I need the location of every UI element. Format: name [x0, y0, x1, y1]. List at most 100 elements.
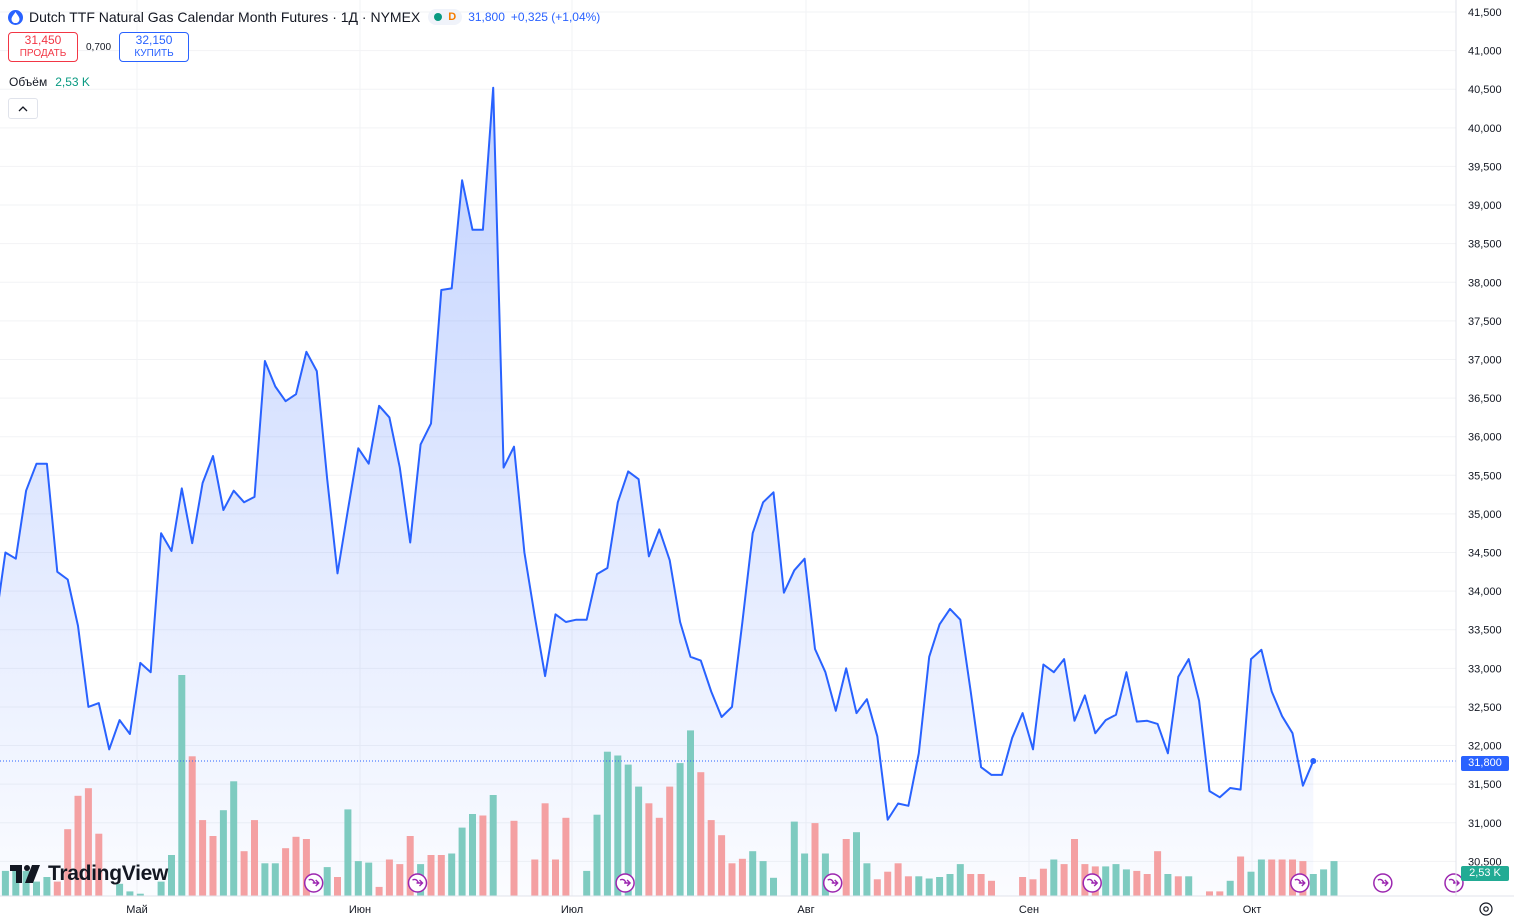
volume-bar — [697, 772, 705, 896]
volume-bar — [1320, 869, 1328, 896]
y-tick-label: 40,000 — [1468, 123, 1502, 135]
volume-bar — [1133, 870, 1141, 896]
event-marker-icon[interactable] — [822, 873, 843, 893]
volume-bar — [209, 836, 217, 896]
buy-label: КУПИТЬ — [134, 48, 174, 59]
volume-bar — [136, 893, 144, 896]
volume-bar — [853, 832, 860, 896]
volume-bar — [1257, 859, 1265, 896]
volume-bar — [894, 863, 902, 896]
event-marker-icon[interactable] — [1373, 873, 1393, 893]
status-pills: D — [428, 9, 463, 25]
event-marker-icon[interactable] — [1082, 873, 1102, 893]
volume-bar — [33, 881, 40, 896]
volume-bar — [728, 863, 736, 896]
volume-bar — [624, 764, 632, 896]
volume-bar — [1122, 869, 1130, 896]
volume-legend[interactable]: Объём 2,53 K — [9, 75, 90, 89]
volume-bar — [821, 853, 829, 896]
collapse-legend-button[interactable] — [8, 98, 38, 119]
volume-label: Объём — [9, 75, 48, 89]
volume-bar — [406, 836, 414, 896]
sell-label: ПРОДАТЬ — [19, 48, 67, 59]
settings-icon[interactable] — [1478, 901, 1494, 917]
y-tick-label: 34,000 — [1468, 586, 1502, 598]
volume-bar — [427, 855, 435, 896]
volume-bar — [302, 839, 310, 896]
volume-bar — [635, 786, 643, 896]
volume-bar — [884, 871, 892, 896]
y-tick-label: 38,500 — [1468, 239, 1502, 251]
volume-bar — [240, 851, 248, 896]
y-tick-label: 40,500 — [1468, 84, 1502, 96]
volume-bar — [1050, 859, 1058, 896]
volume-bar — [1039, 868, 1047, 896]
volume-bar — [1060, 864, 1068, 896]
volume-value: 2,53 K — [55, 75, 90, 89]
sell-button[interactable]: 31,450 ПРОДАТЬ — [8, 32, 78, 62]
y-tick-label: 30,500 — [1468, 856, 1502, 868]
volume-bar — [541, 803, 549, 896]
symbol-title[interactable]: Dutch TTF Natural Gas Calendar Month Fut… — [29, 9, 421, 25]
volume-bar — [219, 810, 227, 896]
last-price-tag: 31,800 — [1461, 756, 1509, 771]
trade-buttons: 31,450 ПРОДАТЬ 0,700 32,150 КУПИТЬ — [8, 32, 190, 62]
volume-bar — [1309, 874, 1317, 896]
y-tick-label: 37,000 — [1468, 354, 1502, 366]
price-change: +0,325 (+1,04%) — [510, 10, 601, 24]
volume-bar — [904, 876, 912, 896]
volume-bar — [251, 820, 258, 896]
volume-bar — [74, 795, 82, 896]
volume-bar — [282, 848, 290, 896]
volume-bar — [84, 788, 92, 896]
volume-bar — [614, 755, 622, 896]
event-marker-icon[interactable] — [1290, 873, 1310, 893]
y-tick-label: 33,000 — [1468, 663, 1502, 675]
interval-badge: D — [448, 11, 457, 23]
volume-bar — [562, 817, 570, 896]
volume-bar — [583, 870, 591, 896]
volume-bar — [126, 891, 134, 896]
volume-bar — [354, 861, 362, 896]
buy-button[interactable]: 32,150 КУПИТЬ — [119, 32, 190, 62]
last-price: 31,800 — [468, 10, 505, 24]
volume-bar — [469, 814, 476, 896]
volume-bar — [1330, 861, 1338, 896]
volume-bar — [323, 867, 331, 896]
volume-bar — [448, 853, 456, 896]
volume-bar — [925, 878, 933, 896]
volume-bar — [510, 820, 518, 896]
x-tick-label: Авг — [797, 904, 814, 916]
y-tick-label: 32,500 — [1468, 702, 1502, 714]
volume-bar — [863, 863, 871, 896]
volume-bar — [718, 835, 726, 896]
volume-bar — [344, 809, 352, 896]
event-marker-icon[interactable] — [1444, 873, 1464, 893]
y-tick-label: 37,500 — [1468, 316, 1502, 328]
volume-bar — [655, 817, 663, 896]
tradingview-logo[interactable]: TradingView — [10, 862, 168, 886]
volume-bar — [915, 876, 923, 896]
chevron-up-icon — [18, 105, 28, 111]
y-tick-label: 32,000 — [1468, 741, 1502, 753]
volume-bar — [687, 730, 694, 896]
volume-bar — [1, 870, 9, 896]
brand-name: TradingView — [48, 862, 169, 885]
volume-bar — [396, 864, 404, 896]
event-marker-icon[interactable] — [407, 873, 428, 893]
volume-bar — [43, 877, 51, 896]
volume-bar — [479, 815, 487, 896]
x-tick-label: Май — [126, 904, 148, 916]
volume-price-tag: 2,53 K — [1461, 866, 1509, 881]
event-marker-icon[interactable] — [615, 873, 635, 893]
y-tick-label: 36,000 — [1468, 432, 1502, 444]
y-tick-label: 31,500 — [1468, 779, 1502, 791]
volume-bar — [1112, 864, 1120, 896]
volume-bar — [988, 880, 995, 896]
volume-bar — [230, 781, 238, 896]
volume-bar — [22, 870, 30, 896]
volume-bar — [956, 864, 964, 896]
event-marker-icon[interactable] — [303, 873, 324, 893]
volume-bar — [1278, 859, 1286, 896]
